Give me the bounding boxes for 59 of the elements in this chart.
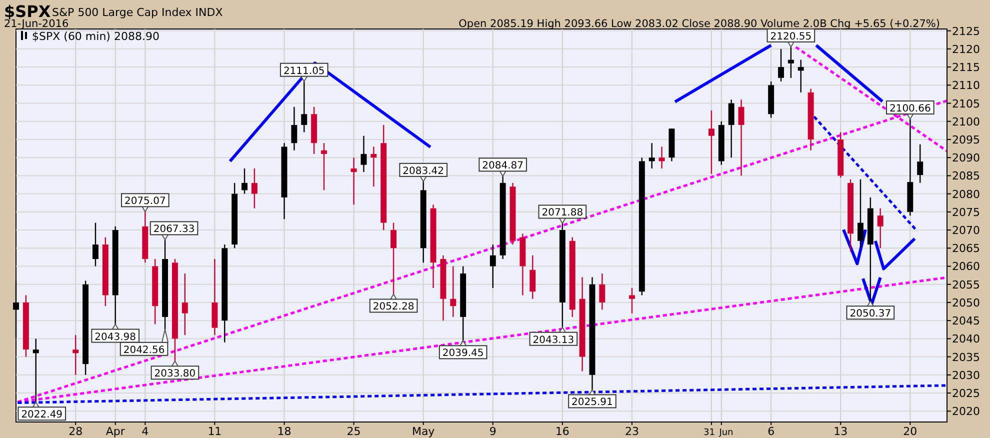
annotation: 2042.56 — [123, 344, 165, 356]
annotation: 2120.55 — [770, 31, 812, 42]
x-tick-label: 9 — [489, 425, 496, 438]
annotation: 2071.88 — [542, 208, 584, 219]
x-tick-label: Jun — [718, 428, 734, 438]
legend-label: $SPX (60 min) 2088.90 — [32, 30, 160, 43]
y-tick-label: 2095 — [952, 133, 980, 146]
y-tick-label: 2030 — [952, 368, 980, 382]
y-tick-label: 2120 — [952, 42, 980, 56]
x-tick-label: 31 — [703, 428, 715, 438]
x-tick-label: 11 — [208, 425, 222, 438]
x-tick-label: Apr — [106, 425, 126, 438]
annotation: 2084.87 — [482, 160, 524, 172]
annotation: 2052.28 — [372, 302, 414, 313]
y-tick-label: 2080 — [952, 188, 980, 201]
annotation: Open 2085.19 High 2093.66 Low 2083.02 Close 2088.90 Volume 2.0B Chg +5.65 (+0.27%) — [458, 18, 940, 30]
y-tick-label: 2065 — [952, 242, 980, 256]
annotation: 2033.80 — [154, 368, 196, 380]
y-tick-label: 2070 — [952, 224, 980, 238]
x-tick-label: 28 — [68, 425, 83, 438]
annotation: 2025.91 — [572, 397, 613, 408]
y-tick-label: 2085 — [952, 170, 980, 183]
chart-subtitle: S&P 500 Large Cap Index INDX — [52, 6, 224, 19]
y-tick-label: 2075 — [952, 206, 980, 219]
y-tick-label: 2125 — [952, 24, 980, 38]
x-tick-label: 20 — [903, 425, 918, 438]
y-tick-label: 2045 — [952, 314, 980, 328]
x-tick-label: 13 — [834, 425, 848, 438]
x-tick-label: 6 — [768, 425, 775, 438]
annotation: 2083.42 — [402, 166, 444, 177]
annotation: 2043.13 — [532, 334, 574, 346]
y-tick-label: 2050 — [952, 296, 980, 310]
y-tick-label: 2040 — [952, 332, 980, 346]
x-tick-label: 4 — [142, 425, 149, 438]
y-tick-label: 2100 — [952, 115, 980, 128]
annotation: 2100.66 — [889, 103, 931, 114]
x-tick-label: 16 — [555, 425, 570, 438]
annotation: 2067.33 — [153, 224, 195, 236]
y-tick-label: 2055 — [952, 278, 980, 292]
y-tick-label: 2020 — [952, 405, 980, 418]
y-tick-label: 2110 — [952, 79, 980, 92]
chart-title: $SPX — [4, 2, 52, 21]
annotation: 2039.45 — [442, 348, 484, 360]
x-tick-label: 25 — [346, 425, 361, 438]
annotation: 2111.05 — [283, 66, 325, 77]
y-tick-label: 2105 — [952, 97, 980, 110]
annotation: 2050.37 — [850, 308, 892, 320]
y-tick-label: 2060 — [952, 260, 980, 274]
annotation: 2075.07 — [124, 196, 166, 208]
x-tick-label: May — [412, 425, 436, 438]
y-tick-label: 2035 — [952, 350, 980, 364]
y-tick-label: 2025 — [952, 387, 980, 400]
x-tick-label: 23 — [624, 425, 639, 438]
x-tick-label: 18 — [277, 425, 292, 438]
annotation: 2022.49 — [21, 410, 63, 421]
y-tick-label: 2115 — [952, 61, 980, 74]
y-tick-label: 2090 — [952, 152, 980, 165]
annotation: 2043.98 — [94, 332, 136, 343]
annotation: 21-Jun-2016 — [4, 18, 69, 30]
